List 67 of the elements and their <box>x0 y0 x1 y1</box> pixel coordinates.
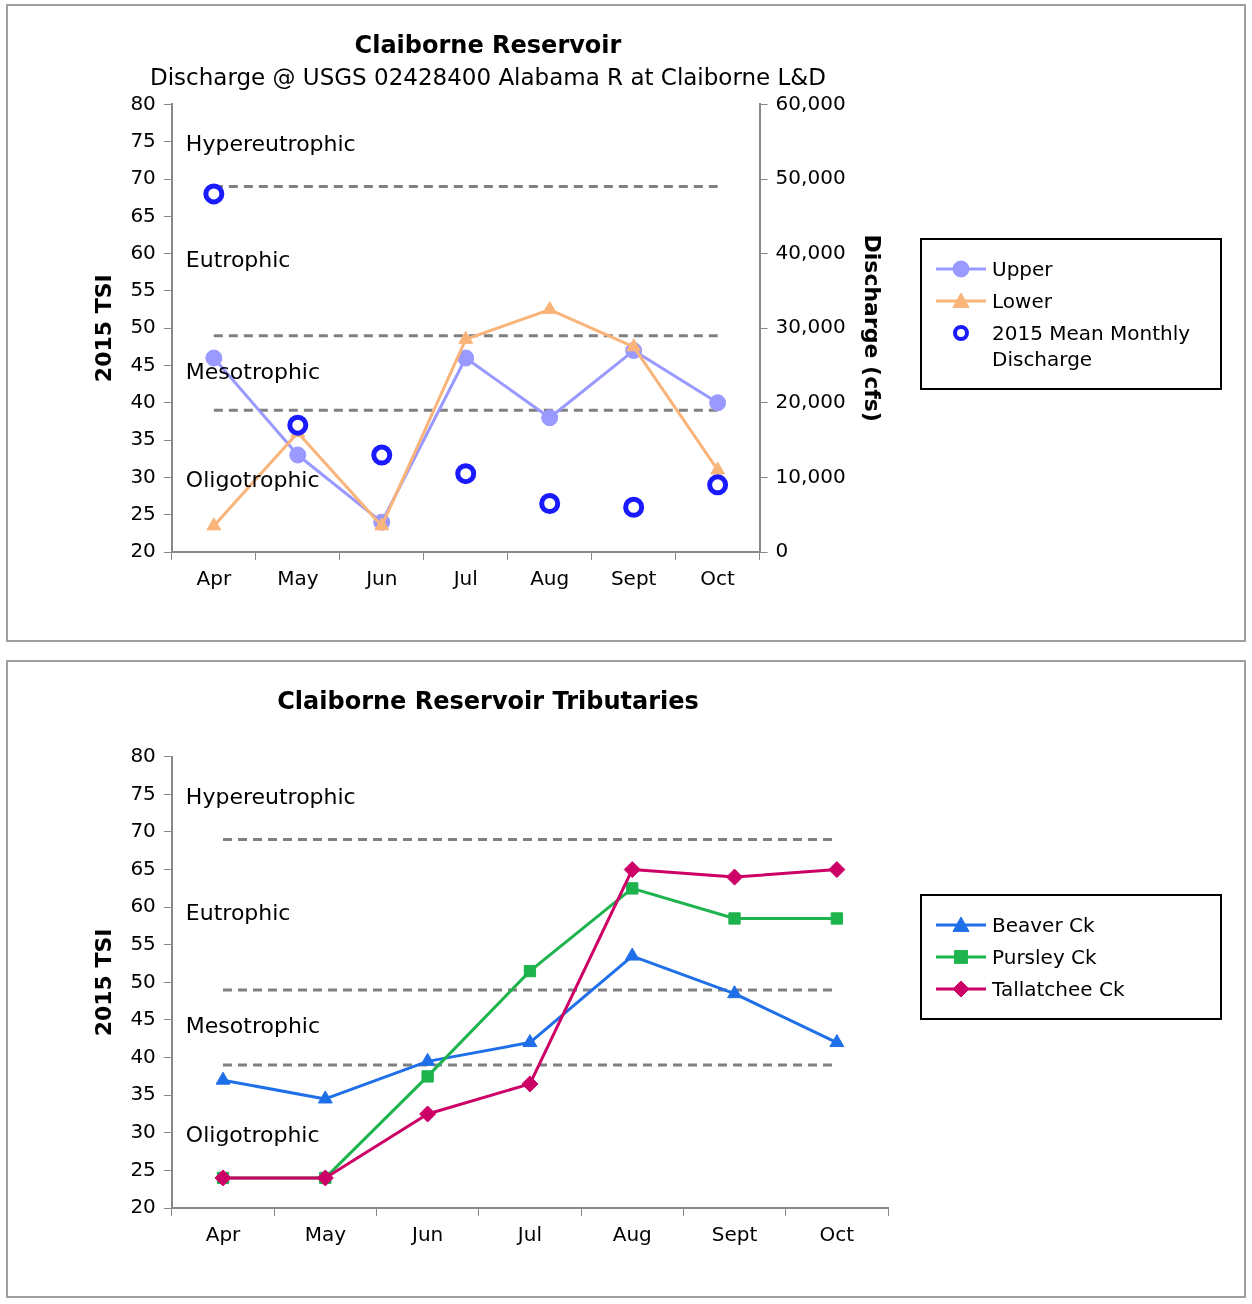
x-tick-label: Oct <box>819 1222 855 1247</box>
x-tick-label: May <box>277 566 319 591</box>
x-tick-label: Aug <box>530 566 570 591</box>
x-tick-label: Jun <box>409 1222 444 1247</box>
y-tick-label: 80 <box>130 743 156 767</box>
annotation: Oligotrophic <box>185 466 320 492</box>
x-tick-label: Apr <box>205 1222 242 1247</box>
annotation: Eutrophic <box>185 900 291 926</box>
y2-tick-label: 60,000 <box>775 90 846 115</box>
y-tick-label: 65 <box>130 855 156 880</box>
y-tick-label: 65 <box>130 202 156 227</box>
y-tick-label: 30 <box>130 463 156 488</box>
x-tick-label: May <box>304 1222 347 1247</box>
annotation: Mesotrophic <box>185 1013 321 1039</box>
y2-tick-label: 10,000 <box>775 463 846 488</box>
annotation: Mesotrophic <box>185 358 321 384</box>
y-tick-label: 75 <box>130 127 156 152</box>
y-tick-label: 40 <box>130 389 156 413</box>
y-tick-label: 50 <box>130 314 156 339</box>
y-tick-label: 20 <box>130 1194 156 1219</box>
y-tick-label: 25 <box>130 1156 156 1181</box>
y2-axis-title: Discharge (cfs) <box>860 234 886 422</box>
y-tick-label: 60 <box>130 239 156 264</box>
x-tick-label: Jul <box>451 566 478 591</box>
chart-title: Claiborne Reservoir Tributaries <box>277 686 699 715</box>
y-tick-label: 70 <box>130 165 156 190</box>
y2-tick-label: 0 <box>775 538 789 563</box>
y-tick-label: 55 <box>130 931 156 955</box>
legend-label: 2015 Mean Monthly Discharge <box>992 320 1192 372</box>
legend-label: Lower <box>992 288 1052 314</box>
annotation: Oligotrophic <box>185 1122 320 1148</box>
y-tick-label: 55 <box>130 277 156 302</box>
annotation: Hypereutrophic <box>185 131 356 157</box>
x-tick-label: Apr <box>196 566 232 591</box>
annotation: Hypereutrophic <box>185 783 356 809</box>
y-tick-label: 40 <box>130 1043 156 1068</box>
y-tick-label: 45 <box>130 351 156 376</box>
y-tick-label: 45 <box>130 1006 156 1031</box>
y-tick-label: 25 <box>130 500 156 525</box>
y2-tick-label: 20,000 <box>775 389 846 413</box>
y-axis-title: 2015 TSI <box>90 274 116 383</box>
legend-label: Tallatchee Ck <box>992 976 1125 1002</box>
y-tick-label: 60 <box>130 893 156 918</box>
chart-subtitle: Discharge @ USGS 02428400 Alabama R at Claiborne L&D <box>150 63 826 90</box>
legend-label: Upper <box>992 256 1053 282</box>
y-tick-label: 75 <box>130 780 156 805</box>
legend-label: Pursley Ck <box>992 944 1097 970</box>
y-tick-label: 20 <box>130 538 156 563</box>
x-tick-label: Jun <box>364 566 398 591</box>
y-tick-label: 50 <box>130 968 156 993</box>
y-tick-label: 35 <box>130 1081 156 1106</box>
x-tick-label: Jul <box>515 1222 542 1247</box>
y-tick-label: 30 <box>130 1119 156 1143</box>
y-tick-label: 80 <box>130 90 156 115</box>
y-axis-title: 2015 TSI <box>90 928 116 1037</box>
y2-tick-label: 40,000 <box>775 239 846 264</box>
legend-label: Beaver Ck <box>992 912 1095 938</box>
annotation: Eutrophic <box>185 246 291 272</box>
chart-title: Claiborne Reservoir <box>354 30 622 59</box>
x-tick-label: Sept <box>610 566 657 591</box>
x-tick-label: Oct <box>700 566 736 591</box>
y2-tick-label: 30,000 <box>775 314 846 339</box>
x-tick-label: Sept <box>711 1222 758 1247</box>
y-tick-label: 70 <box>130 818 156 843</box>
y-tick-label: 35 <box>130 426 156 451</box>
x-tick-label: Aug <box>612 1222 652 1247</box>
y2-tick-label: 50,000 <box>775 165 846 190</box>
